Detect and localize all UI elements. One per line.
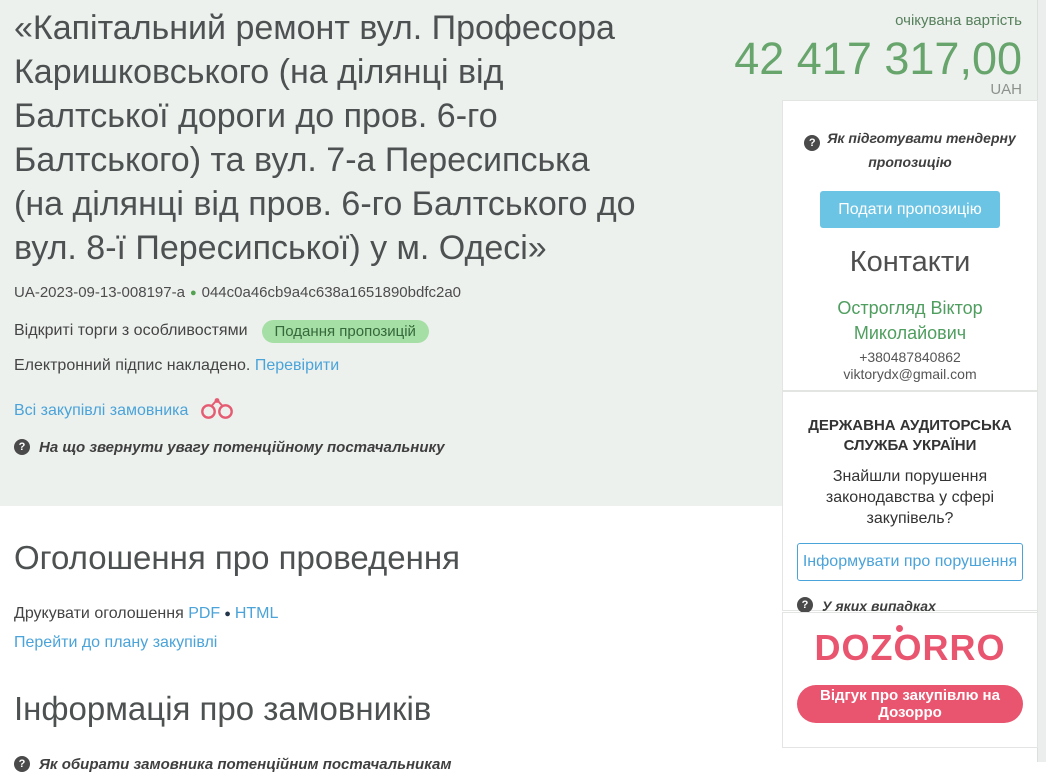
submit-proposal-button[interactable]: Подати пропозицію — [820, 191, 1000, 228]
green-dot-icon: ● — [189, 287, 197, 299]
scrollbar-track[interactable] — [1037, 0, 1046, 762]
prepare-proposal-hint-text: Як підготувати тендерну пропозицію — [827, 130, 1016, 170]
tender-hash: 044c0a46cb9a4c638a1651890bdfc2a0 — [201, 284, 462, 301]
tender-title: «Капітальний ремонт вул. Професора Кариш… — [14, 9, 636, 267]
pdf-link[interactable]: PDF — [188, 605, 221, 622]
dozorro-feedback-button[interactable]: Відгук про закупівлю на Дозорро — [797, 685, 1023, 723]
print-label: Друкувати оголошення — [14, 605, 184, 622]
verify-signature-link[interactable]: Перевірити — [254, 357, 340, 374]
question-circle-icon: ? — [14, 756, 30, 772]
question-circle-icon: ? — [804, 135, 821, 151]
dozorro-card: DOZORRO Відгук про закупівлю на Дозорро — [782, 612, 1038, 748]
signature-text: Електронний підпис накладено. — [14, 357, 251, 374]
tender-id: UA-2023-09-13-008197-a — [14, 284, 185, 301]
status-badge: Подання пропозицій — [261, 319, 429, 343]
question-circle-icon: ? — [14, 439, 30, 455]
dozorro-logo: DOZORRO — [814, 625, 1006, 668]
contact-phone: +380487840862 — [859, 349, 961, 365]
report-violation-button[interactable]: Інформувати про порушення — [797, 543, 1023, 581]
contact-email: viktorydx@gmail.com — [843, 366, 977, 382]
prepare-proposal-hint[interactable]: ? Як підготувати тендерну пропозицію — [804, 127, 1016, 173]
tender-id-line: UA-2023-09-13-008197-a ● 044c0a46cb9a4c638… — [14, 284, 654, 301]
tender-actions-card: ? Як підготувати тендерну пропозицію Пода… — [782, 100, 1038, 391]
all-purchases-line: Всі закупівлі замовника — [14, 397, 654, 425]
main-content: «Капітальний ремонт вул. Професора Кариш… — [14, 0, 654, 774]
contacts-heading: Контакти — [849, 246, 971, 278]
signature-line: Електронний підпис накладено. Перевірити — [14, 357, 654, 375]
expected-value-currency: UAH — [990, 81, 1022, 98]
procedure-type: Відкриті торги з особливостями — [14, 322, 248, 339]
status-line: Відкриті торги з особливостями Подання п… — [14, 319, 654, 343]
question-circle-icon: ? — [797, 597, 813, 613]
customers-hint-text: Як обирати замовника потенційним постача… — [39, 756, 452, 773]
audit-service-card: ДЕРЖАВНА АУДИТОРСЬКА СЛУЖБА УКРАЇНИ Знай… — [782, 391, 1038, 652]
supplier-hint[interactable]: ? На що звернути увагу потенційному пост… — [14, 439, 654, 457]
contact-name: Острогляд Віктор Миколайович — [837, 298, 983, 343]
all-purchases-link[interactable]: Всі закупівлі замовника — [14, 402, 189, 419]
supplier-hint-text: На що звернути увагу потенційному постач… — [39, 439, 445, 456]
customers-hint[interactable]: ? Як обирати замовника потенційним поста… — [14, 756, 654, 774]
expected-value-amount: 42 417 317,00 — [734, 33, 1022, 84]
expected-value-block: очікувана вартість 42 417 317,00 UAH — [734, 12, 1022, 98]
plan-link[interactable]: Перейти до плану закупівлі — [14, 634, 218, 651]
dot-separator: ● — [224, 608, 231, 620]
audit-question: Знайшли порушення законодавства у сфері … — [825, 468, 995, 527]
customers-heading: Інформація про замовників — [14, 690, 432, 727]
html-link[interactable]: HTML — [234, 605, 279, 622]
expected-value-label: очікувана вартість — [895, 12, 1022, 29]
announcement-heading: Оголошення про проведення — [14, 539, 460, 576]
audit-service-title: ДЕРЖАВНА АУДИТОРСЬКА СЛУЖБА УКРАЇНИ — [808, 417, 1012, 454]
print-announcement-line: Друкувати оголошення PDF ● HTML — [14, 605, 654, 623]
plan-link-line: Перейти до плану закупівлі — [14, 634, 654, 652]
binoculars-icon[interactable] — [200, 397, 234, 425]
